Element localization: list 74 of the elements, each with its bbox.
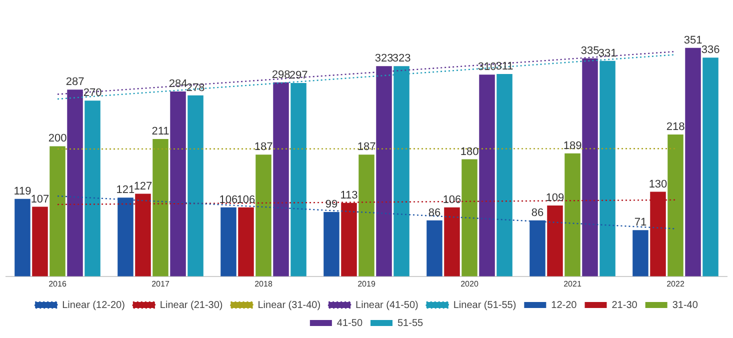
data-label: 106 (442, 194, 462, 206)
x-tick-label: 2019 (358, 279, 376, 288)
bar (632, 230, 648, 276)
data-label: 351 (684, 34, 702, 46)
legend-label: 12-20 (551, 300, 578, 311)
data-label: 189 (563, 140, 582, 152)
legend-label: Linear (12-20) (62, 300, 125, 311)
data-label: 121 (116, 184, 135, 196)
data-label: 86 (531, 206, 544, 219)
bar (462, 159, 478, 276)
data-label: 86 (428, 206, 441, 219)
data-label: 270 (83, 87, 102, 100)
bar (479, 74, 495, 276)
data-label: 187 (254, 141, 273, 154)
data-label: 335 (580, 44, 600, 57)
data-label: 200 (48, 132, 67, 145)
data-label: 130 (648, 178, 668, 190)
data-label: 287 (66, 76, 84, 88)
bar (685, 48, 701, 276)
data-label: 278 (186, 82, 205, 94)
data-label: 211 (152, 126, 170, 138)
bar (50, 146, 66, 276)
bar (152, 139, 168, 276)
bar (256, 154, 272, 276)
bar (84, 100, 100, 276)
legend-label: Linear (51-55) (453, 300, 516, 311)
bar (444, 207, 460, 276)
data-label: 336 (701, 44, 720, 56)
data-label: 106 (219, 194, 238, 206)
bar (188, 95, 204, 276)
data-label: 106 (236, 194, 256, 206)
x-tick-label: 2018 (254, 279, 273, 288)
bar (238, 207, 254, 276)
data-label: 218 (666, 121, 685, 134)
legend-label: Linear (41-50) (356, 300, 418, 311)
legend-label: Linear (31-40) (258, 300, 321, 311)
x-tick-label: 2017 (152, 279, 170, 288)
x-tick-label: 2022 (666, 279, 685, 288)
legend-label: 31-40 (672, 300, 698, 311)
data-label: 323 (374, 52, 394, 65)
bar (358, 154, 374, 276)
bar (426, 220, 442, 276)
data-label: 109 (546, 192, 564, 204)
data-label: 113 (340, 189, 358, 202)
bar (14, 198, 30, 276)
data-label: 284 (168, 78, 188, 90)
data-label: 298 (272, 68, 290, 81)
data-label: 127 (134, 180, 152, 192)
data-label: 187 (357, 141, 376, 154)
data-label: 107 (30, 193, 50, 206)
x-tick-label: 2020 (460, 279, 479, 288)
data-label: 297 (289, 70, 308, 82)
bar (668, 134, 684, 276)
data-label: 71 (634, 216, 647, 229)
x-tick-label: 2021 (564, 279, 582, 288)
legend-label: 41-50 (336, 318, 363, 329)
bar (547, 205, 563, 276)
data-label: 119 (14, 185, 32, 198)
bar (702, 58, 718, 276)
bar (273, 82, 289, 276)
legend-label: 51-55 (398, 318, 424, 329)
data-label: 99 (325, 198, 338, 210)
x-tick-label: 2016 (48, 279, 67, 288)
data-label: 323 (392, 52, 411, 65)
data-label: 331 (598, 47, 617, 60)
legend-label: 21-30 (612, 300, 638, 311)
bar (564, 153, 580, 276)
data-label: 311 (496, 60, 514, 72)
bar (496, 74, 512, 276)
bar (170, 92, 186, 276)
legend-label: Linear (21-30) (160, 300, 223, 311)
data-label: 180 (460, 146, 479, 158)
bar (32, 206, 48, 276)
data-label: 310 (478, 61, 496, 74)
